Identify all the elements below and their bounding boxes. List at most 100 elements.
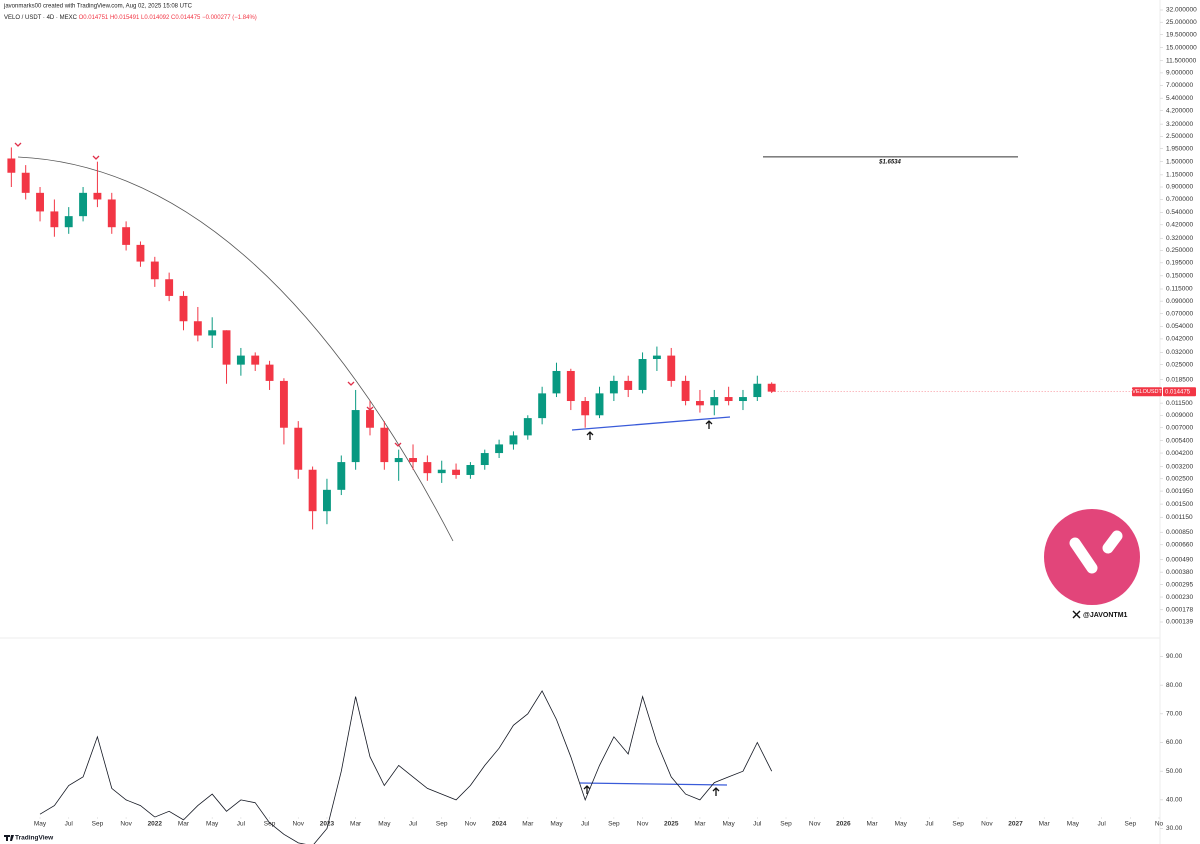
y-tick-label: 0.005400 [1166, 437, 1193, 444]
x-tick-label: Sep [92, 821, 104, 828]
support-line [571, 416, 731, 431]
candle-body [308, 469, 317, 512]
y-tick-label: 0.003200 [1166, 463, 1193, 470]
y-tick-label: 0.000660 [1166, 542, 1193, 549]
candle-body [193, 321, 202, 336]
candle-body [739, 397, 747, 402]
y-tick-label: 0.070000 [1166, 310, 1193, 317]
candle-body [409, 458, 417, 463]
x-tick-label: May [722, 821, 735, 828]
candle-body [7, 158, 16, 173]
candle-body [566, 370, 575, 402]
ohlc-high: H0.015491 [110, 15, 140, 21]
x-tick-label: Jul [581, 821, 590, 828]
x-tick-label: 2023 [320, 821, 335, 828]
y-tick-label: 0.420000 [1166, 222, 1193, 229]
candle-body [222, 330, 231, 365]
candle-body [122, 227, 131, 245]
curved-trendline [17, 156, 454, 542]
top-marker [92, 155, 100, 160]
y-tick-label: 0.090000 [1166, 298, 1193, 305]
y-tick-label: 0.009000 [1166, 412, 1193, 419]
candle-body [366, 410, 374, 428]
candle-body [208, 330, 217, 336]
candle-body [423, 462, 432, 474]
x-tick-label: Jul [409, 821, 418, 828]
y-tick-label: 0.000230 [1166, 594, 1193, 601]
candle-body [681, 380, 690, 402]
y-tick-label: 0.115000 [1166, 286, 1193, 293]
y-tick-label: 2.500000 [1166, 133, 1193, 140]
y-tick-label: 32.000000 [1166, 7, 1197, 14]
x-tick-label: Mar [1039, 821, 1051, 828]
candle-body [351, 410, 360, 463]
candle-body [753, 383, 762, 398]
y-tick-label: 0.320000 [1166, 235, 1193, 242]
y-tick-label: 1.950000 [1166, 145, 1193, 152]
x-tick-label: 2024 [492, 821, 507, 828]
x-tick-label: Nov [809, 821, 821, 828]
logo-stroke [1102, 530, 1123, 554]
candle-body [538, 393, 547, 419]
candle-body [552, 370, 561, 394]
x-tick-label: 2026 [836, 821, 851, 828]
candle-body [21, 172, 30, 193]
y-tick-label: 0.042000 [1166, 336, 1193, 343]
ohlc-open: O0.014751 [79, 15, 109, 21]
y-tick-label: 0.900000 [1166, 184, 1193, 191]
y-tick-label: 0.000178 [1166, 606, 1193, 613]
x-tick-label: Jul [1097, 821, 1106, 828]
ohlc-close: C0.014475 [171, 15, 201, 21]
y-tick-label: 0.054000 [1166, 323, 1193, 330]
x-tick-label: 2022 [148, 821, 163, 828]
x-tick-label: May [378, 821, 391, 828]
x-tick-label: Jul [753, 821, 762, 828]
y-tick-label: 9.000000 [1166, 70, 1193, 77]
x-tick-label: 2027 [1008, 821, 1023, 828]
y-tick-label: 0.195000 [1166, 260, 1193, 267]
y-tick-label: 0.000490 [1166, 556, 1193, 563]
y-tick-label: 0.025000 [1166, 361, 1193, 368]
symbol-line: VELO / USDT · 4D · MEXC O0.014751 H0.015… [4, 15, 257, 21]
y-tick-label: 0.000850 [1166, 529, 1193, 536]
logo-circle [1044, 509, 1140, 605]
x-logo [1072, 610, 1081, 619]
y-tick-label: 0.000380 [1166, 569, 1193, 576]
candle-body [480, 453, 489, 466]
candle-body [394, 458, 403, 463]
candle-body [437, 469, 446, 474]
candle-body [452, 469, 461, 475]
symbol: VELO / USDT · 4D · MEXC [4, 15, 78, 21]
candle-body [724, 397, 733, 402]
y-tick-label: 1.150000 [1166, 172, 1193, 179]
candle-body [150, 261, 159, 280]
y-tick-label: 19.500000 [1166, 31, 1197, 38]
x-tick-label: Nov [637, 821, 649, 828]
candle-body [523, 418, 532, 436]
y-tick-label: 70.00 [1166, 711, 1183, 718]
y-tick-label: 50.00 [1166, 768, 1183, 775]
x-tick-label: Sep [608, 821, 620, 828]
x-tick-label: Jul [65, 821, 74, 828]
arrow-markers [583, 420, 720, 796]
author-line: javonmarks00 created with TradingView.co… [3, 4, 193, 10]
x-tick-label: May [34, 821, 47, 828]
top-marker [14, 142, 22, 147]
x-tick-label: Sep [952, 821, 964, 828]
candle-body [638, 359, 647, 390]
y-tick-label: 60.00 [1166, 739, 1183, 746]
x-tick-label: Mar [694, 821, 706, 828]
footer-brand: TradingView [15, 835, 54, 842]
y-tick-label: 0.700000 [1166, 196, 1193, 203]
x-tick-label: May [1067, 821, 1080, 828]
arrow [712, 787, 720, 796]
watermark-handle: @JAVONTM1 [1083, 612, 1128, 619]
top-marker [347, 381, 355, 386]
candle-body [236, 355, 245, 365]
arrow [705, 420, 713, 429]
candle-body [323, 489, 331, 512]
candle-body [251, 355, 260, 365]
y-tick-label: 0.004200 [1166, 450, 1193, 457]
